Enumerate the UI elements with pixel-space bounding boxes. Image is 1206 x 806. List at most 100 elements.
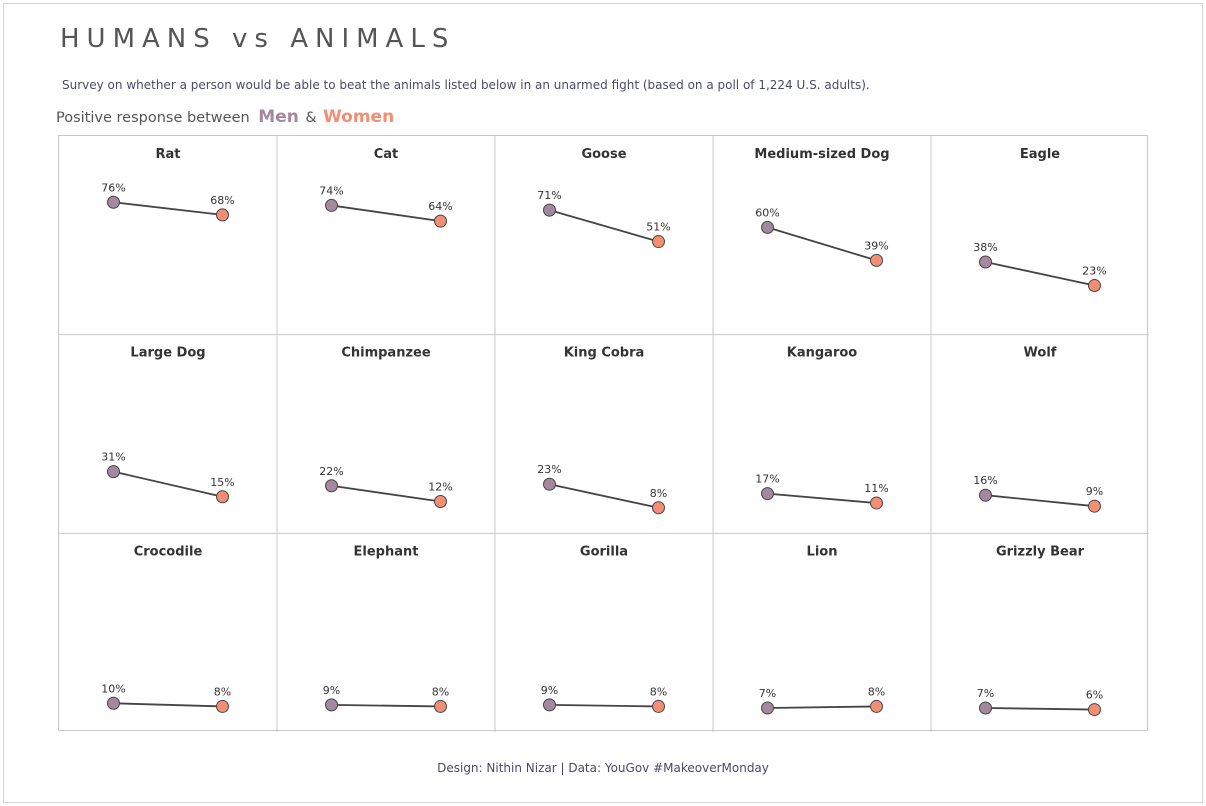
label-men: 16% <box>973 474 997 487</box>
legend-men: Men <box>258 107 299 127</box>
panel-title: Wolf <box>1024 346 1057 361</box>
label-women: 11% <box>864 482 888 495</box>
point-women <box>434 494 447 508</box>
label-women: 23% <box>1082 265 1106 278</box>
point-women <box>1088 703 1101 717</box>
panel-title: Medium-sized Dog <box>754 147 889 162</box>
point-men <box>979 255 992 269</box>
label-women: 8% <box>868 685 885 698</box>
point-women <box>216 490 229 504</box>
label-women: 64% <box>428 200 452 213</box>
point-men <box>107 696 120 710</box>
panel-title: Large Dog <box>130 346 205 361</box>
dashboard-frame: HUMANS vs ANIMALS Survey on whether a pe… <box>3 3 1203 803</box>
label-women: 68% <box>210 194 234 207</box>
label-men: 60% <box>755 206 779 219</box>
slope-chart-svg: Rat 76% 68% Cat 74% 64% Goose 71% 51% Medium-size… <box>59 136 1149 732</box>
point-women <box>216 699 229 713</box>
point-women <box>652 501 665 515</box>
slope-line <box>331 204 441 223</box>
slope-line <box>985 261 1095 287</box>
panel-eagle: Eagle 38% 23% <box>973 147 1107 293</box>
slope-line <box>767 226 877 262</box>
label-men: 38% <box>973 241 997 254</box>
label-men: 17% <box>755 473 779 486</box>
footer-credit: Design: Nithin Nizar | Data: YouGov #Mak… <box>437 761 769 775</box>
slope-line <box>113 702 223 708</box>
page-title: HUMANS vs ANIMALS <box>60 24 456 54</box>
label-men: 23% <box>537 463 561 476</box>
label-men: 9% <box>541 684 558 697</box>
panel-elephant: Elephant 9% 8% <box>323 544 449 713</box>
point-women <box>652 235 665 249</box>
point-women <box>434 214 447 228</box>
panel-title: Kangaroo <box>787 346 858 361</box>
slope-line <box>549 209 659 243</box>
panel-title: King Cobra <box>564 346 645 361</box>
point-women <box>652 699 665 713</box>
point-women <box>434 699 447 713</box>
point-men <box>107 195 120 209</box>
point-women <box>870 253 883 267</box>
point-men <box>325 198 338 212</box>
legend-prefix: Positive response between <box>56 110 250 126</box>
legend-amp: & <box>305 110 317 126</box>
label-women: 8% <box>650 487 667 500</box>
label-women: 6% <box>1086 689 1103 702</box>
point-women <box>870 496 883 510</box>
panel-title: Chimpanzee <box>341 346 431 361</box>
label-men: 7% <box>759 687 776 700</box>
point-men <box>543 203 556 217</box>
slope-line <box>331 484 441 503</box>
label-women: 8% <box>650 685 667 698</box>
slope-line <box>767 492 877 504</box>
point-women <box>216 208 229 222</box>
panel-title: Gorilla <box>580 544 628 559</box>
point-men <box>761 487 774 501</box>
legend: Positive response between Men & Women <box>56 107 394 127</box>
label-women: 8% <box>214 685 231 698</box>
slope-line <box>549 483 659 509</box>
label-women: 8% <box>432 685 449 698</box>
panel-crocodile: Crocodile 10% 8% <box>101 544 231 713</box>
point-men <box>761 220 774 234</box>
label-men: 71% <box>537 189 561 202</box>
label-women: 15% <box>210 476 234 489</box>
panel-goose: Goose 71% 51% <box>537 147 671 249</box>
panel-title: Lion <box>807 544 838 559</box>
slope-line <box>549 703 659 708</box>
slope-line <box>331 703 441 708</box>
panel-title: Goose <box>581 147 626 162</box>
slope-line <box>767 705 877 709</box>
point-men <box>979 488 992 502</box>
slope-line <box>113 470 223 498</box>
label-men: 9% <box>323 684 340 697</box>
point-men <box>543 477 556 491</box>
panel-wolf: Wolf 16% 9% <box>973 346 1103 513</box>
panel-title: Eagle <box>1020 147 1060 162</box>
label-women: 51% <box>646 221 670 234</box>
label-women: 9% <box>1086 485 1103 498</box>
panel-lion: Lion 7% 8% <box>759 544 885 715</box>
panel-title: Elephant <box>354 544 419 559</box>
panel-title: Rat <box>156 147 181 162</box>
small-multiples-grid: Rat 76% 68% Cat 74% 64% Goose 71% 51% Medium-size… <box>58 135 1149 732</box>
panel-title: Crocodile <box>134 544 203 559</box>
point-men <box>325 479 338 493</box>
panel-large-dog: Large Dog 31% 15% <box>101 346 235 504</box>
label-men: 76% <box>101 181 125 194</box>
page-subtitle: Survey on whether a person would be able… <box>62 78 870 92</box>
panel-king-cobra: King Cobra 23% 8% <box>537 346 667 515</box>
panel-kangaroo: Kangaroo 17% 11% <box>755 346 889 510</box>
panel-grizzly-bear: Grizzly Bear 7% 6% <box>977 544 1103 717</box>
panel-rat: Rat 76% 68% <box>101 147 235 222</box>
label-men: 74% <box>319 184 343 197</box>
label-men: 10% <box>101 682 125 695</box>
slope-line <box>985 494 1095 508</box>
panel-cat: Cat 74% 64% <box>319 147 453 228</box>
point-men <box>543 698 556 712</box>
panel-chimpanzee: Chimpanzee 22% 12% <box>319 346 453 508</box>
label-men: 22% <box>319 465 343 478</box>
point-men <box>325 698 338 712</box>
panel-gorilla: Gorilla 9% 8% <box>541 544 667 713</box>
